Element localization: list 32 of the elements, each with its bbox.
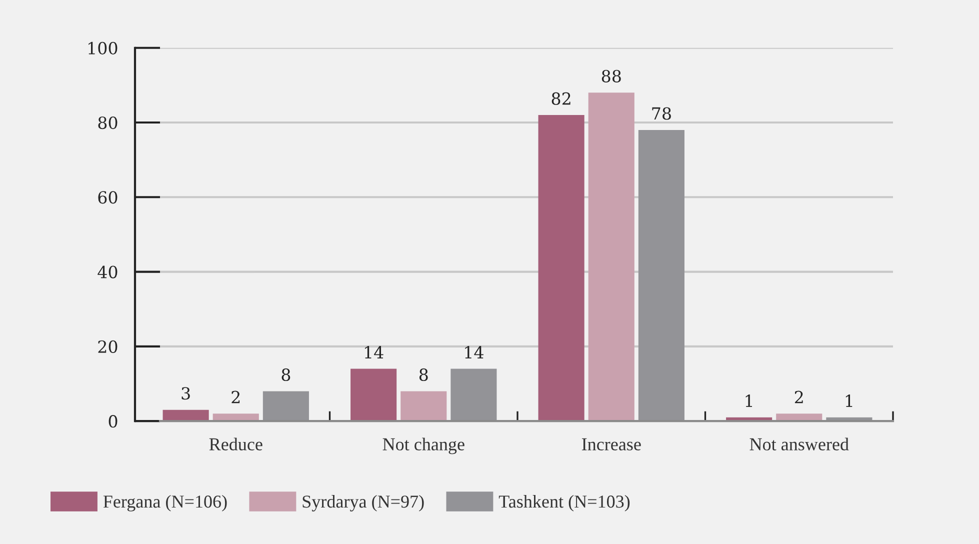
- data-label: 88: [602, 70, 621, 82]
- data-label: 82: [552, 92, 570, 105]
- data-label: 78: [652, 107, 671, 120]
- legend-label: Fergana (N=106): [103, 495, 227, 512]
- bar: [588, 92, 634, 422]
- y-tick-label: 80: [98, 116, 118, 130]
- y-tick-label: 100: [88, 42, 118, 54]
- data-label: 8: [419, 368, 428, 382]
- bar: [450, 368, 497, 422]
- data-label: 1: [746, 394, 752, 407]
- x-tick-label: Reduce: [209, 438, 262, 450]
- legend-label: Syrdarya (N=97): [302, 495, 424, 512]
- bar: [538, 115, 584, 422]
- data-label: 14: [465, 346, 484, 358]
- data-label: 14: [364, 346, 384, 358]
- data-label: 8: [282, 368, 290, 382]
- legend-label: Tashkent (N=103): [498, 495, 630, 512]
- bar: [400, 391, 447, 422]
- data-label: 2: [794, 390, 803, 404]
- y-tick-label: 40: [98, 266, 118, 278]
- y-tick-label: 60: [98, 191, 118, 204]
- x-tick-label: Increase: [582, 438, 641, 450]
- x-tick-label: Not change: [382, 438, 464, 454]
- bar: [638, 130, 684, 422]
- data-label: 1: [846, 394, 852, 407]
- data-label: 3: [182, 387, 190, 400]
- x-tick-label: Not answered: [750, 438, 849, 450]
- y-tick-label: 20: [98, 340, 118, 353]
- y-tick-label: 0: [108, 415, 118, 428]
- bar: [350, 368, 397, 422]
- data-label: 2: [232, 390, 240, 404]
- bar: [262, 391, 309, 422]
